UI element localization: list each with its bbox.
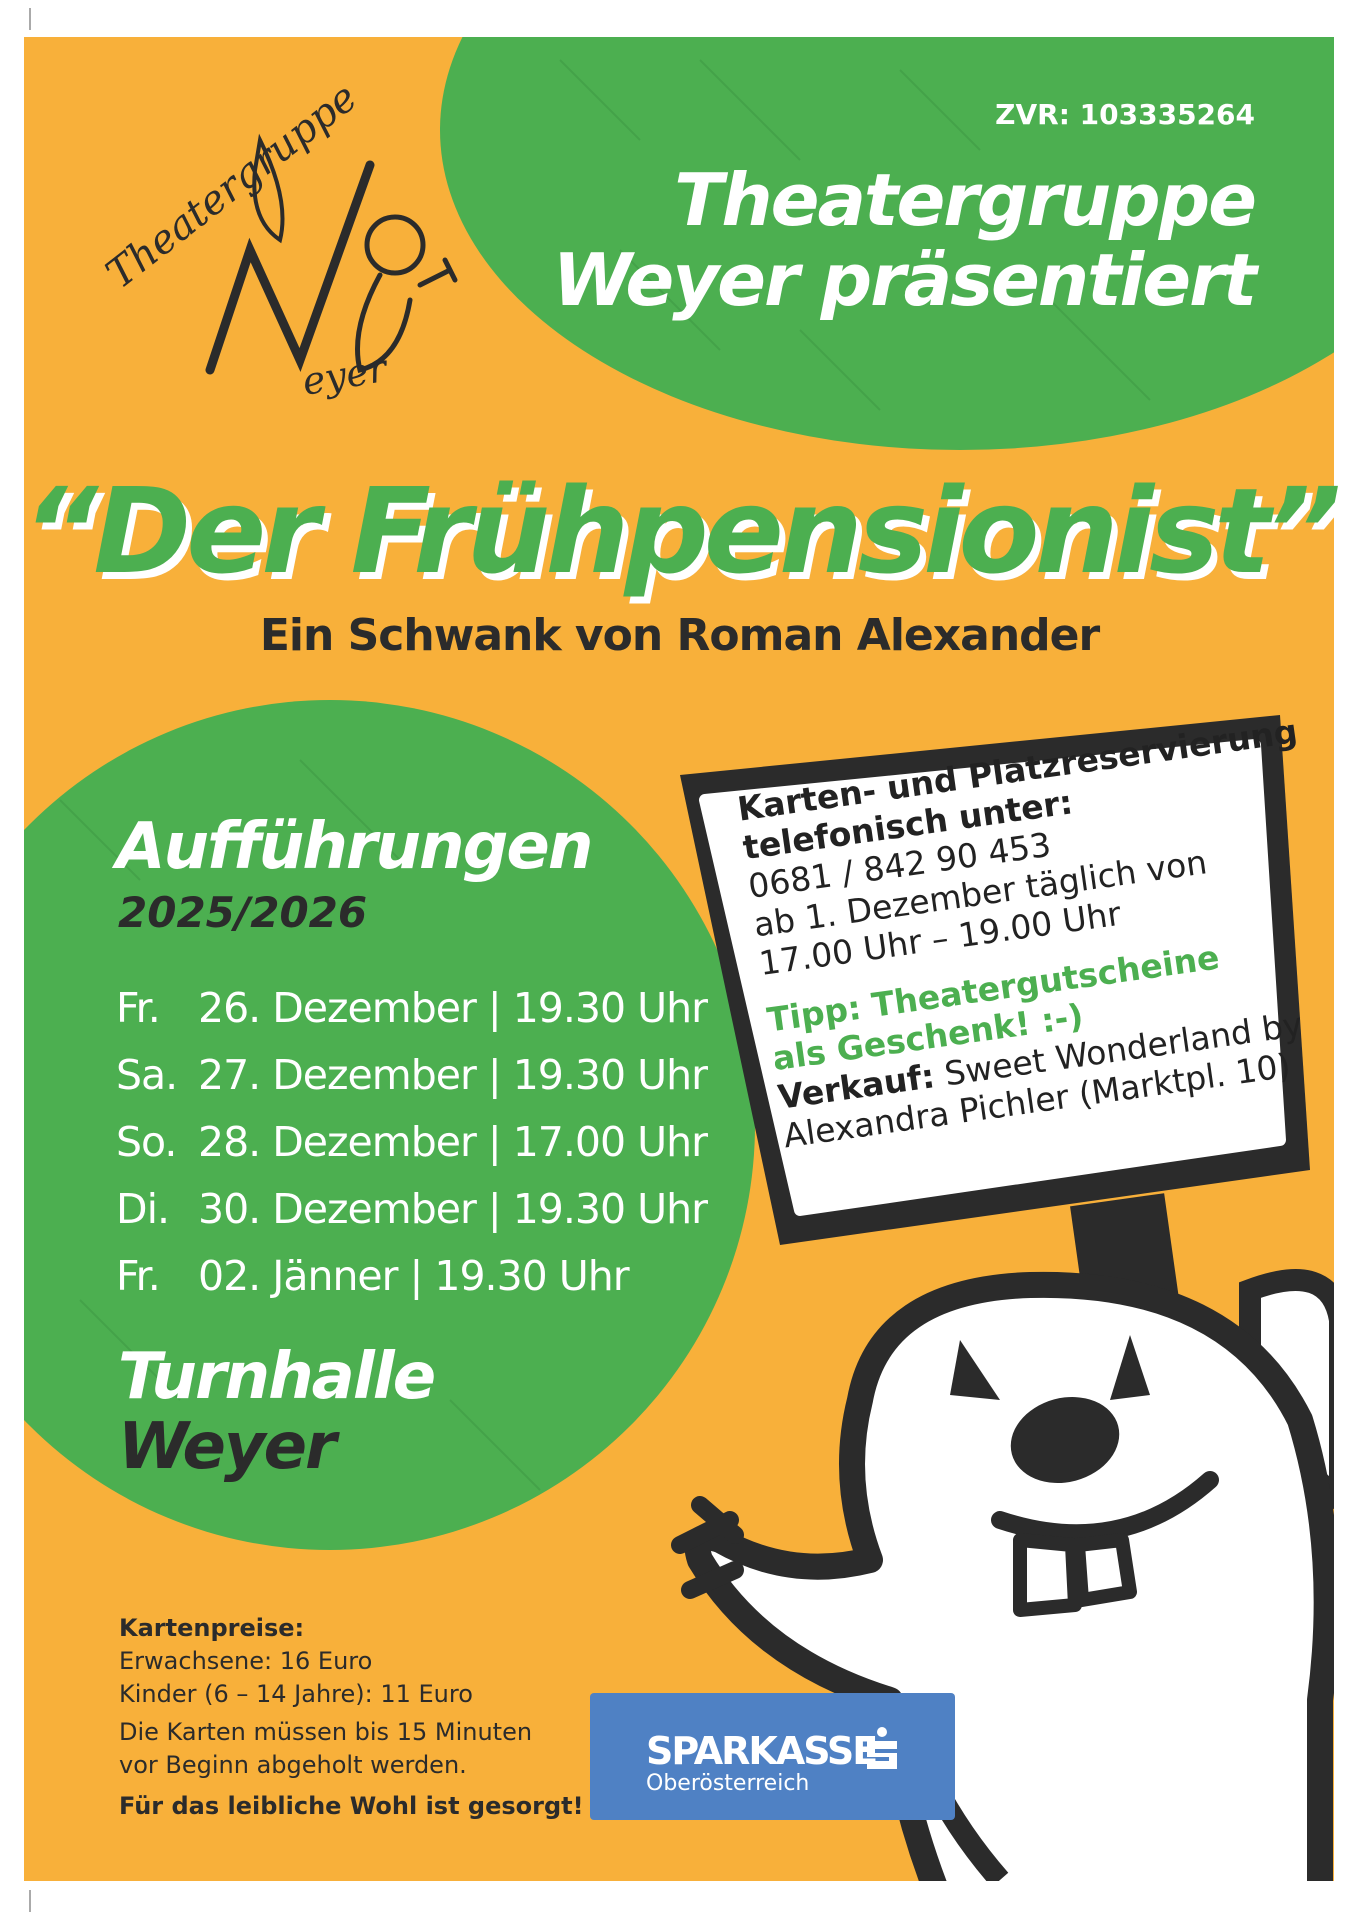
price-children: Kinder (6 – 14 Jahre): 11 Euro [119, 1680, 473, 1708]
performances-heading: Aufführungen [116, 810, 593, 884]
prices-heading: Kartenpreise: [119, 1614, 305, 1642]
ticket-prices: Kartenpreise: Erwachsene: 16 Euro Kinder… [119, 1612, 584, 1823]
pickup-note: vor Beginn abgeholt werden. [119, 1751, 467, 1779]
presenter-heading: Theatergruppe Weyer präsentiert [552, 158, 1257, 322]
weekday: Sa. [116, 1051, 178, 1099]
date-time: 28. Dezember | 17.00 Uhr [198, 1118, 708, 1166]
date-time: 30. Dezember | 19.30 Uhr [198, 1185, 708, 1233]
catering-note: Für das leibliche Wohl ist gesorgt! [119, 1792, 584, 1820]
reservation-sign: Karten- und Platzreservierung telefonisc… [735, 711, 1341, 1155]
presenter-line-2: Weyer präsentiert [552, 238, 1257, 322]
pickup-note: Die Karten müssen bis 15 Minuten [119, 1718, 533, 1746]
sponsor-region: Oberösterreich [646, 1771, 810, 1796]
date-time: 02. Jänner | 19.30 Uhr [198, 1252, 630, 1300]
sparkasse-s-icon [867, 1727, 897, 1769]
performance-date: Fr. 02. Jänner | 19.30 Uhr [116, 1252, 630, 1300]
green-texture [59, 59, 1151, 1491]
play-subtitle: Ein Schwank von Roman Alexander [259, 610, 1100, 661]
sign-panel [699, 739, 1286, 1216]
presenter-line-1: Theatergruppe [674, 158, 1257, 242]
theatergruppe-logo [205, 133, 458, 375]
play-title: “Der Frühpensionist” [22, 462, 1341, 600]
weekday: So. [116, 1118, 177, 1166]
performance-date: Fr. 26. Dezember | 19.30 Uhr [116, 984, 708, 1032]
weekday: Di. [116, 1185, 170, 1233]
left-green-circle [24, 700, 755, 1550]
zvr-number: ZVR: 103335264 [995, 98, 1255, 131]
date-time: 26. Dezember | 19.30 Uhr [198, 984, 708, 1032]
weekday: Fr. [116, 1252, 161, 1300]
performance-date: Sa. 27. Dezember | 19.30 Uhr [116, 1051, 708, 1099]
sponsor-name: SPARKASSE [646, 1729, 878, 1773]
venue-line-2: Weyer [118, 1410, 337, 1484]
performance-date: Di. 30. Dezember | 19.30 Uhr [116, 1185, 708, 1233]
performance-date: So. 28. Dezember | 17.00 Uhr [116, 1118, 708, 1166]
top-green-circle [440, 37, 1334, 450]
weekday: Fr. [116, 984, 161, 1032]
season: 2025/2026 [118, 888, 368, 937]
price-adults: Erwachsene: 16 Euro [119, 1647, 373, 1675]
sparkasse-sponsor-logo: SPARKASSE Oberösterreich [590, 1693, 955, 1820]
venue-line-1: Turnhalle [118, 1340, 436, 1414]
date-time: 27. Dezember | 19.30 Uhr [198, 1051, 708, 1099]
